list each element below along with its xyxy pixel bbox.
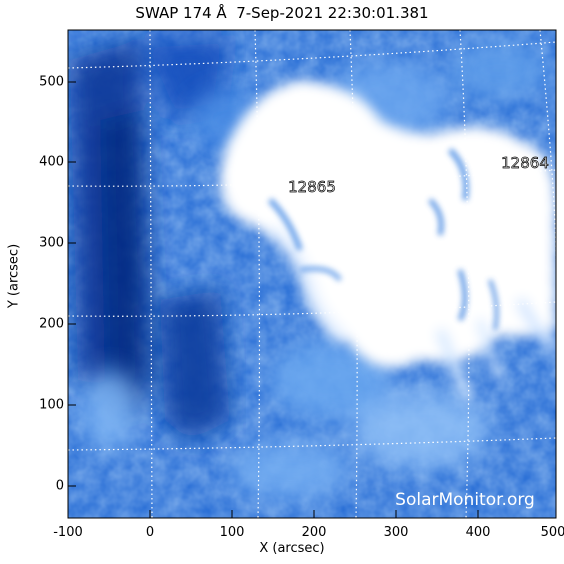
image-title: SWAP 174 Å 7-Sep-2021 22:30:01.381 — [135, 4, 429, 22]
y-tick-label: 500 — [39, 74, 64, 90]
x-tick-label: 400 — [465, 525, 491, 540]
euv-image — [68, 30, 556, 518]
x-tick-label: 100 — [219, 525, 245, 540]
heliographic-grid — [68, 30, 556, 518]
y-tick-label: 200 — [39, 316, 64, 332]
watermark: SolarMonitor.org — [395, 490, 535, 510]
active-region-emission — [220, 80, 556, 403]
x-tick-label: 500 — [540, 525, 564, 540]
region-label-12864: 12864 — [501, 154, 549, 172]
y-tick-label: 300 — [39, 235, 64, 251]
x-axis-label: X (arcsec) — [259, 541, 325, 556]
x-tick-label: 200 — [301, 525, 327, 540]
plot-frame — [67, 29, 557, 519]
y-tick-label: 0 — [55, 478, 64, 494]
axis-ticks — [67, 81, 479, 518]
x-tick-label: 300 — [383, 525, 409, 540]
y-tick-label: 100 — [39, 397, 64, 413]
x-tick-label: 0 — [145, 525, 155, 540]
x-tick-label: -100 — [53, 525, 83, 540]
y-tick-label: 400 — [39, 154, 64, 170]
y-axis-label: Y (arcsec) — [6, 243, 22, 309]
region-label-12865: 12865 — [288, 178, 336, 196]
